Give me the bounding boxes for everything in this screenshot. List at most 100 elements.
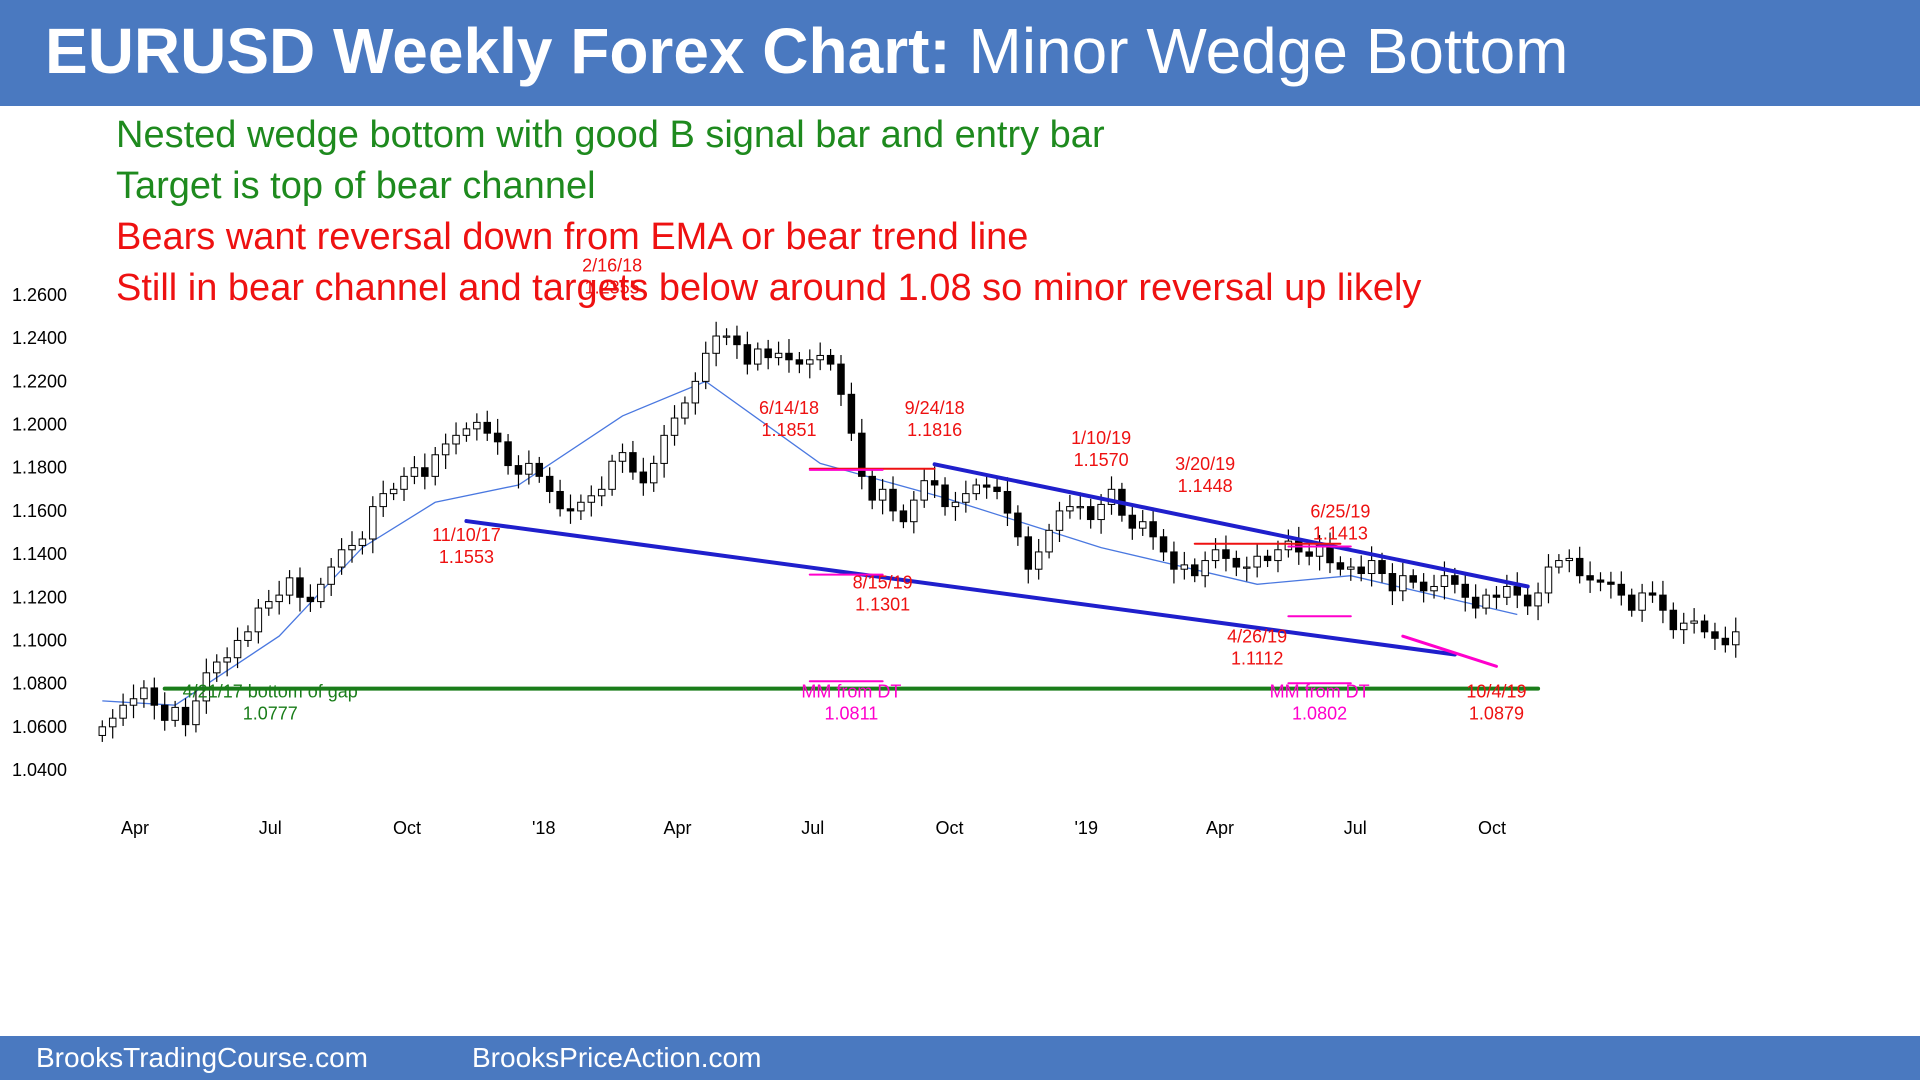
candle-body — [1034, 551, 1043, 570]
annotation-label: 1.1413 — [1313, 523, 1368, 543]
candle-body — [1149, 521, 1157, 538]
candle-body — [160, 704, 169, 721]
candle-body — [452, 434, 460, 445]
candle-body — [389, 488, 398, 495]
annotation-label: 4/26/19 — [1227, 627, 1287, 647]
y-tick-label: 1.2200 — [12, 371, 67, 391]
x-tick-label: Jul — [1344, 818, 1367, 838]
candle-body — [1513, 585, 1522, 596]
candle-body — [441, 443, 450, 456]
candle-body — [1399, 575, 1407, 592]
candle-body — [285, 577, 294, 596]
x-tick-label: '18 — [532, 818, 555, 838]
candle-body — [764, 348, 772, 359]
candle-body — [545, 475, 554, 492]
candle-body — [1669, 609, 1678, 631]
annotation-label: 1.1112 — [1231, 649, 1283, 669]
y-tick-label: 1.1200 — [12, 587, 67, 607]
candle-body — [493, 432, 502, 443]
candle-body — [722, 335, 731, 338]
candle-body — [1076, 506, 1085, 509]
candle-body — [982, 484, 991, 488]
candle-body — [1367, 560, 1376, 575]
candle-body — [910, 499, 918, 523]
annotation-label: 9/24/18 — [905, 398, 965, 418]
x-tick-label: Oct — [935, 818, 963, 838]
candle-body — [1045, 529, 1053, 553]
candle-body — [951, 501, 960, 508]
candle-body — [1627, 594, 1636, 611]
candle-body — [140, 687, 148, 700]
wedge-line — [1401, 634, 1498, 668]
candle-body — [1607, 581, 1615, 585]
annotation-label: 1.1851 — [761, 420, 816, 440]
candle-body — [223, 657, 231, 663]
candle-body — [1305, 551, 1313, 557]
candle-body — [1419, 581, 1428, 592]
annotation-label: 2/16/18 — [582, 255, 642, 275]
candle-body — [1732, 631, 1740, 646]
candle-body — [639, 471, 648, 484]
candle-body — [1263, 555, 1272, 562]
candle-body — [785, 352, 793, 361]
note-line-4: Still in bear channel and targets below … — [116, 267, 1422, 309]
candle-body — [181, 706, 190, 726]
candle-body — [733, 335, 741, 346]
candle-body — [774, 352, 783, 359]
candle-body — [1451, 575, 1459, 585]
candle-body — [1482, 594, 1490, 609]
candle-body — [1201, 560, 1209, 577]
candle-body — [1565, 557, 1574, 562]
candle-body — [1170, 551, 1178, 570]
candle-body — [275, 594, 283, 603]
candle-body — [1503, 585, 1511, 598]
candle-body — [868, 475, 876, 501]
candle-body — [1586, 575, 1594, 581]
candle-body — [327, 566, 335, 585]
candle-body — [587, 495, 596, 503]
candle-body — [1523, 594, 1532, 607]
candle-body — [878, 488, 887, 501]
candle-body — [1347, 566, 1355, 570]
candle-body — [556, 490, 564, 510]
footer-bar — [0, 1036, 1920, 1080]
candle-body — [1097, 503, 1105, 521]
candle-body — [1357, 566, 1365, 575]
candle-body — [743, 344, 752, 365]
candle-body — [1721, 637, 1730, 646]
y-tick-label: 1.2000 — [12, 415, 67, 435]
x-tick-label: Apr — [121, 818, 149, 838]
annotation-label: 1.0777 — [243, 704, 298, 724]
candle-body — [816, 354, 824, 361]
candle-body — [410, 467, 419, 477]
commentary-notes: Nested wedge bottom with good B signal b… — [116, 110, 1421, 314]
title-bold: EURUSD Weekly Forex Chart: — [45, 15, 951, 87]
annotation-label: 3/20/19 — [1175, 454, 1235, 474]
candle-body — [212, 661, 221, 674]
footer-site-price-action[interactable]: BrooksPriceAction.com — [472, 1042, 762, 1073]
candle-body — [1253, 555, 1261, 568]
candle-body — [858, 432, 866, 477]
candle-body — [1274, 549, 1282, 562]
x-tick-label: Apr — [1206, 818, 1234, 838]
bear-channel-top — [932, 462, 1530, 589]
candle-body — [431, 454, 439, 477]
x-tick-label: Jul — [801, 818, 824, 838]
candle-body — [618, 452, 627, 462]
candle-body — [1544, 566, 1553, 594]
candle-body — [1555, 560, 1563, 568]
annotation-label: 1.0802 — [1292, 704, 1347, 724]
footer-site-trading-course[interactable]: BrooksTradingCourse.com — [36, 1042, 368, 1073]
candle-body — [358, 538, 367, 546]
candle-body — [1409, 575, 1417, 583]
candle-body — [1159, 536, 1168, 553]
y-tick-label: 1.2600 — [12, 285, 67, 305]
candle-body — [1648, 592, 1657, 596]
candle-body — [649, 462, 658, 484]
candle-body — [150, 687, 159, 706]
candle-body — [941, 484, 949, 508]
annotation-label: 6/25/19 — [1310, 501, 1370, 521]
y-tick-label: 1.1800 — [12, 458, 67, 478]
candle-body — [1492, 594, 1501, 598]
